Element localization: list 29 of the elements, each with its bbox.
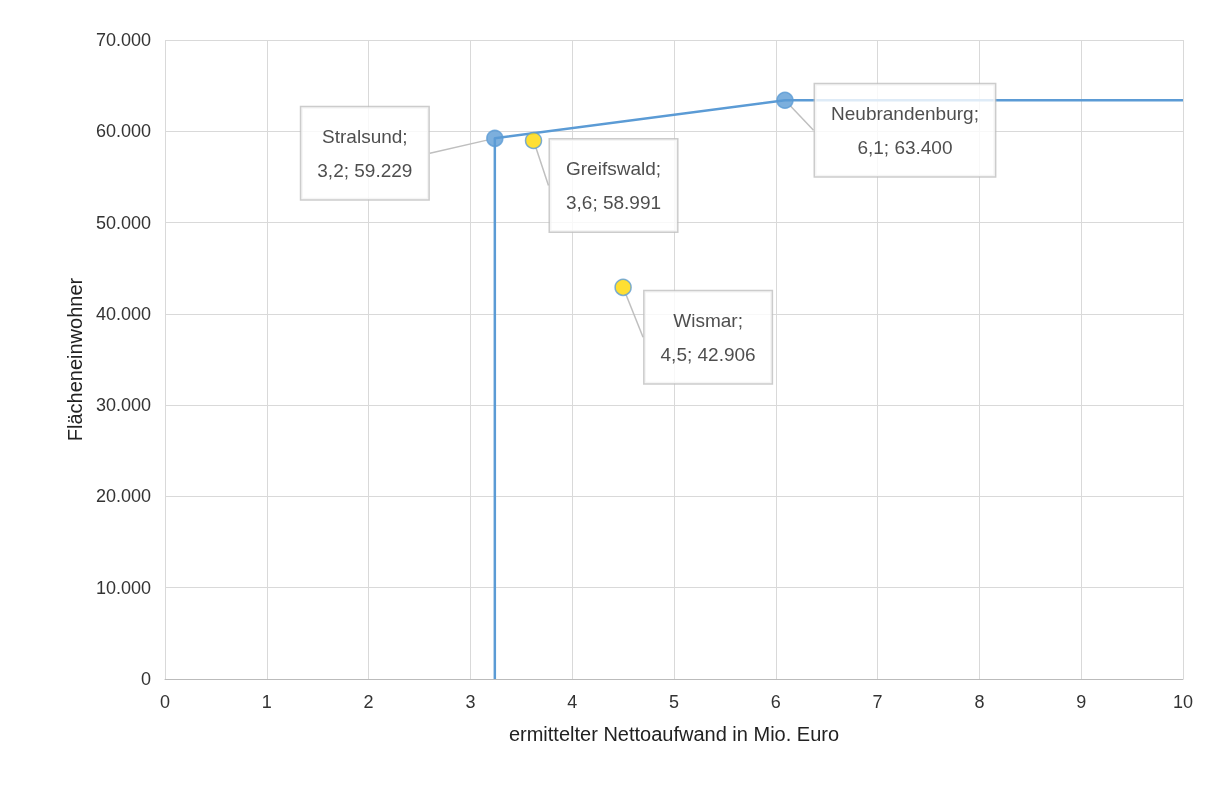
x-axis-title: ermittelter Nettoaufwand in Mio. Euro (508, 723, 840, 745)
data-label: Wismar; 4,5; 42.906 (660, 309, 756, 365)
x-tick-label: 5 (668, 692, 680, 712)
y-tick-label: 30.000 (95, 395, 151, 416)
y-tick-label: 60.000 (95, 121, 151, 142)
point (524, 131, 543, 150)
x-tick-label: 10 (1172, 692, 1194, 712)
y-tick-label: 10.000 (95, 577, 151, 598)
x-tick-label: 7 (872, 692, 883, 712)
x-tick-label: 9 (1076, 692, 1087, 712)
data-label: Greifswald; 3,6; 58.991 (565, 158, 662, 213)
x-tick-label: 2 (363, 692, 374, 712)
x-tick-label: 1 (261, 692, 272, 712)
x-tick-label: 8 (974, 692, 985, 712)
y-tick-label: 70.000 (95, 30, 151, 50)
y-tick-label: 40.000 (95, 303, 151, 324)
data-label: Neubrandenburg; 6,1; 63.400 (831, 102, 979, 158)
y-tick-label: 20.000 (95, 486, 151, 507)
y-axis-title: Flächeneinwohner (64, 277, 87, 442)
point (614, 278, 632, 297)
y-tick-label: 0 (140, 669, 151, 689)
point (776, 91, 794, 109)
x-tick-label: 6 (770, 692, 781, 712)
point (486, 129, 504, 148)
x-tick-label: 0 (159, 692, 171, 712)
x-tick-label: 3 (465, 692, 476, 712)
y-tick-label: 50.000 (95, 212, 151, 233)
x-tick-label: 4 (567, 692, 578, 712)
data-label: Stralsund; 3,2; 59.229 (317, 125, 413, 181)
